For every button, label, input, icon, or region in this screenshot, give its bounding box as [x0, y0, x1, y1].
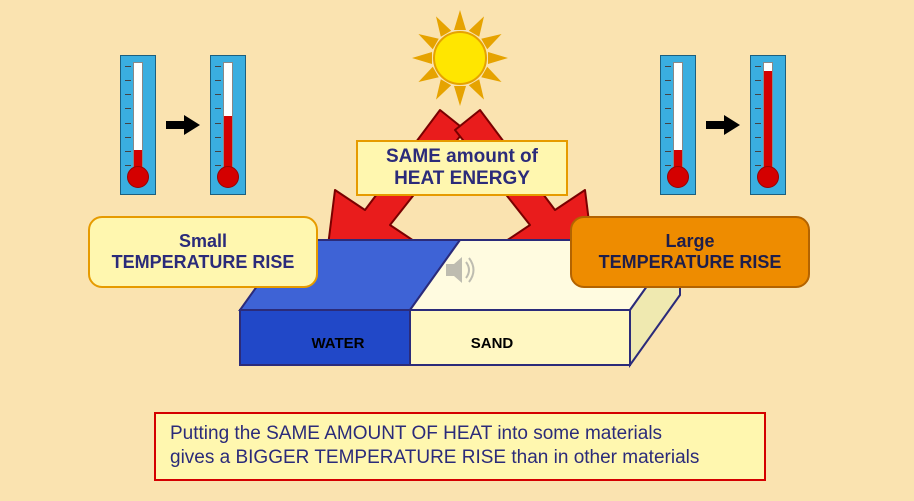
left-callout: Small TEMPERATURE RISE: [88, 216, 318, 288]
thermo-left-before: [120, 55, 156, 195]
heat-energy-label: SAME amount of HEAT ENERGY: [356, 140, 568, 196]
thermo-pair-right: [660, 55, 786, 195]
bottom-line1: Putting the SAME AMOUNT OF HEAT into som…: [170, 423, 662, 444]
arrow-icon: [166, 118, 200, 132]
left-callout-line1: Small: [179, 231, 227, 251]
speaker-icon: [440, 250, 480, 290]
thermo-left-after: [210, 55, 246, 195]
thermo-pair-left: [120, 55, 246, 195]
thermo-right-after: [750, 55, 786, 195]
arrow-icon: [706, 118, 740, 132]
left-callout-line2: TEMPERATURE RISE: [112, 252, 295, 272]
right-callout: Large TEMPERATURE RISE: [570, 216, 810, 288]
heat-label-line1: SAME amount of: [386, 146, 538, 167]
thermo-right-before: [660, 55, 696, 195]
right-callout-line1: Large: [665, 231, 714, 251]
bottom-line2: gives a BIGGER TEMPERATURE RISE than in …: [170, 447, 699, 468]
right-callout-line2: TEMPERATURE RISE: [599, 252, 782, 272]
sun-icon: [400, 8, 520, 108]
heat-label-line2: HEAT ENERGY: [394, 168, 530, 189]
bottom-explanation: Putting the SAME AMOUNT OF HEAT into som…: [154, 412, 766, 481]
